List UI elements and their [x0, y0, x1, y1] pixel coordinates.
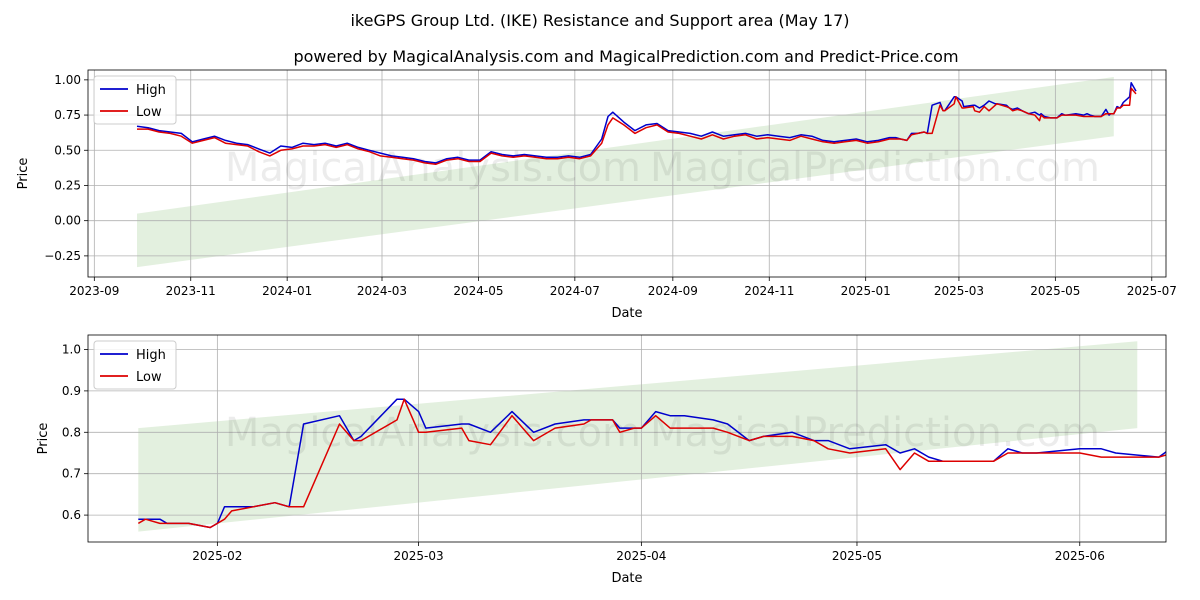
x-tick-label: 2024-11 — [744, 284, 794, 298]
x-tick-label: 2024-09 — [648, 284, 698, 298]
watermark-text: MagicalPrediction.com — [650, 410, 1100, 456]
y-axis-label: Price — [16, 158, 31, 190]
y-axis-label: Price — [36, 423, 51, 455]
x-tick-label: 2024-01 — [262, 284, 312, 298]
axes-frame — [87, 69, 1167, 278]
x-tick-label: 2024-07 — [550, 284, 600, 298]
axes-frame — [87, 334, 1167, 543]
series-line-low — [137, 87, 1137, 166]
watermark-text: MagicalAnalysis.com — [225, 410, 641, 456]
x-tick-label: 2025-03 — [394, 549, 444, 563]
x-tick-label: 2025-07 — [1127, 284, 1177, 298]
y-tick-label: 0.25 — [54, 178, 81, 192]
legend: High Low — [93, 75, 177, 125]
legend-label-low: Low — [136, 105, 162, 120]
y-tick-label: 0.9 — [62, 384, 81, 398]
legend: High Low — [93, 340, 177, 390]
legend-label-low: Low — [136, 370, 162, 385]
y-tick-label: 0.50 — [54, 143, 81, 157]
x-axis-label: Date — [611, 571, 642, 586]
y-tick-label: 0.7 — [62, 467, 81, 481]
top-chart-panel: 2023-09 2023-11 2024-01 2024-03 2024-05 2024-… — [16, 69, 1177, 321]
x-axis-label: Date — [611, 306, 642, 321]
x-tick-label: 2025-06 — [1055, 549, 1105, 563]
x-tick-label: 2024-03 — [357, 284, 407, 298]
x-tick-label: 2025-03 — [934, 284, 984, 298]
legend-box — [93, 340, 177, 390]
watermark-text: MagicalPrediction.com — [650, 145, 1100, 191]
chart-title: ikeGPS Group Ltd. (IKE) Resistance and S… — [350, 11, 849, 30]
y-tick-label: 0.75 — [54, 108, 81, 122]
x-tick-label: 2025-05 — [832, 549, 882, 563]
y-tick-label: 1.0 — [62, 342, 81, 356]
y-tick-label: 0.6 — [62, 508, 81, 522]
x-tick-label: 2024-05 — [453, 284, 503, 298]
y-tick-label: 0.00 — [54, 214, 81, 228]
y-tick-label: −0.25 — [44, 249, 81, 263]
x-tick-label: 2023-11 — [166, 284, 216, 298]
support-resistance-band — [138, 341, 1138, 532]
y-tick-label: 0.8 — [62, 425, 81, 439]
legend-label-high: High — [136, 348, 166, 363]
legend-label-high: High — [136, 83, 166, 98]
x-tick-label: 2025-04 — [616, 549, 666, 563]
x-tick-label: 2025-05 — [1030, 284, 1080, 298]
chart-subtitle: powered by MagicalAnalysis.com and Magic… — [293, 47, 958, 66]
series-line-low — [137, 398, 1166, 529]
x-tick-label: 2025-01 — [841, 284, 891, 298]
x-tick-label: 2025-02 — [192, 549, 242, 563]
x-tick-label: 2023-09 — [69, 284, 119, 298]
bottom-chart-panel: 2025-02 2025-03 2025-04 2025-05 2025-06 0.6 0.… — [36, 334, 1167, 586]
watermark-text: MagicalAnalysis.com — [225, 145, 641, 191]
legend-box — [93, 75, 177, 125]
y-tick-label: 1.00 — [54, 73, 81, 87]
support-resistance-band — [137, 77, 1114, 268]
